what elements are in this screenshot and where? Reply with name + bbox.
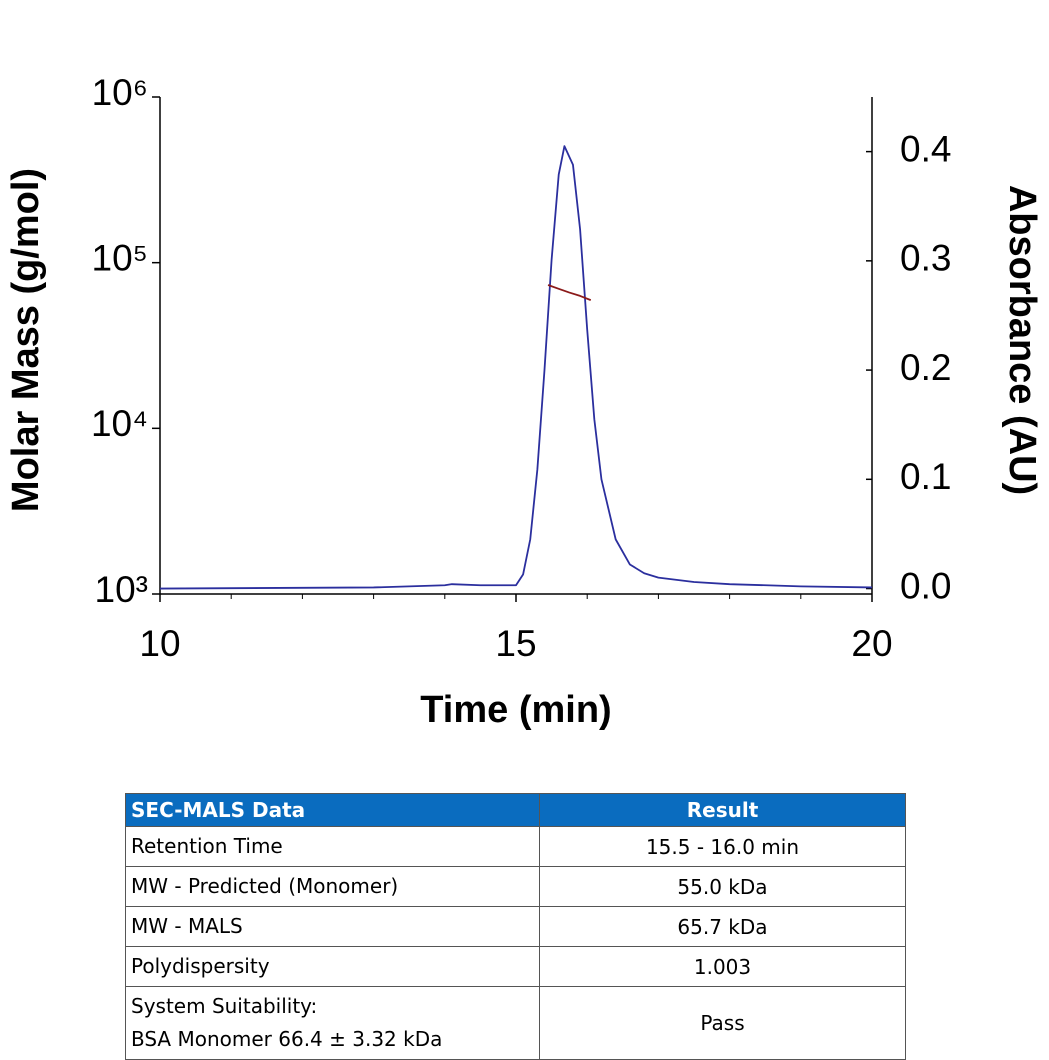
label-cell: System Suitability: BSA Monomer 66.4 ± 3.… [125, 986, 540, 1060]
y2-tick-label: 0.0 [900, 565, 951, 606]
y2-tick-label: 0.2 [900, 347, 951, 388]
label-cell: Polydispersity [125, 946, 540, 987]
y-axis-title: Molar Mass (g/mol) [5, 168, 47, 512]
cell-text: System Suitability: [131, 994, 318, 1018]
header-cell: Result [539, 793, 906, 827]
result-cell: 15.5 - 16.0 min [539, 826, 906, 867]
result-cell: 55.0 kDa [539, 866, 906, 907]
cell-text: MW - MALS [131, 914, 243, 938]
x-tick-label: 15 [495, 623, 536, 664]
header-row: SEC-MALS Data Result [125, 793, 906, 827]
y2-axis-title: Absorbance (AU) [1001, 185, 1043, 495]
result-cell: 65.7 kDa [539, 906, 906, 947]
table-row: Polydispersity 1.003 [125, 946, 906, 987]
result-cell: 1.003 [539, 946, 906, 987]
result-cell: Pass [539, 986, 906, 1060]
x-axis-title: Time (min) [420, 689, 611, 731]
label-cell: MW - Predicted (Monomer) [125, 866, 540, 907]
table-row: MW - MALS 65.7 kDa [125, 906, 906, 947]
table-row: Retention Time 15.5 - 16.0 min [125, 826, 906, 867]
series-line [159, 145, 873, 590]
y2-tick-label: 0.1 [900, 456, 951, 497]
y-tick-label: 10⁶ [92, 72, 148, 113]
cell-text: BSA Monomer 66.4 ± 3.32 kDa [131, 1027, 443, 1051]
label-cell: MW - MALS [125, 906, 540, 947]
chart: Time (min) Molar Mass (g/mol) Absorbance… [5, 72, 1043, 731]
y2-tick-label: 0.3 [900, 238, 951, 279]
y-tick-label: 10³ [95, 569, 148, 610]
header-cell: SEC-MALS Data [125, 793, 540, 827]
cell-text: Retention Time [131, 834, 283, 858]
table-row: MW - Predicted (Monomer) 55.0 kDa [125, 866, 906, 907]
cell-text: Polydispersity [131, 954, 270, 978]
x-tick-label: 10 [139, 623, 180, 664]
cell-text: MW - Predicted (Monomer) [131, 874, 399, 898]
label-cell: Retention Time [125, 826, 540, 867]
table-row: System Suitability: BSA Monomer 66.4 ± 3.… [125, 986, 906, 1060]
page: Time (min) Molar Mass (g/mol) Absorbance… [5, 71, 1043, 1060]
x-tick-label: 20 [851, 623, 892, 664]
results-table: SEC-MALS Data Result Retention Time 15.5 … [125, 793, 906, 1060]
y-tick-label: 10⁴ [91, 403, 148, 444]
series-line [547, 284, 592, 301]
y-tick-label: 10⁵ [92, 237, 149, 278]
y2-tick-label: 0.4 [900, 128, 951, 169]
